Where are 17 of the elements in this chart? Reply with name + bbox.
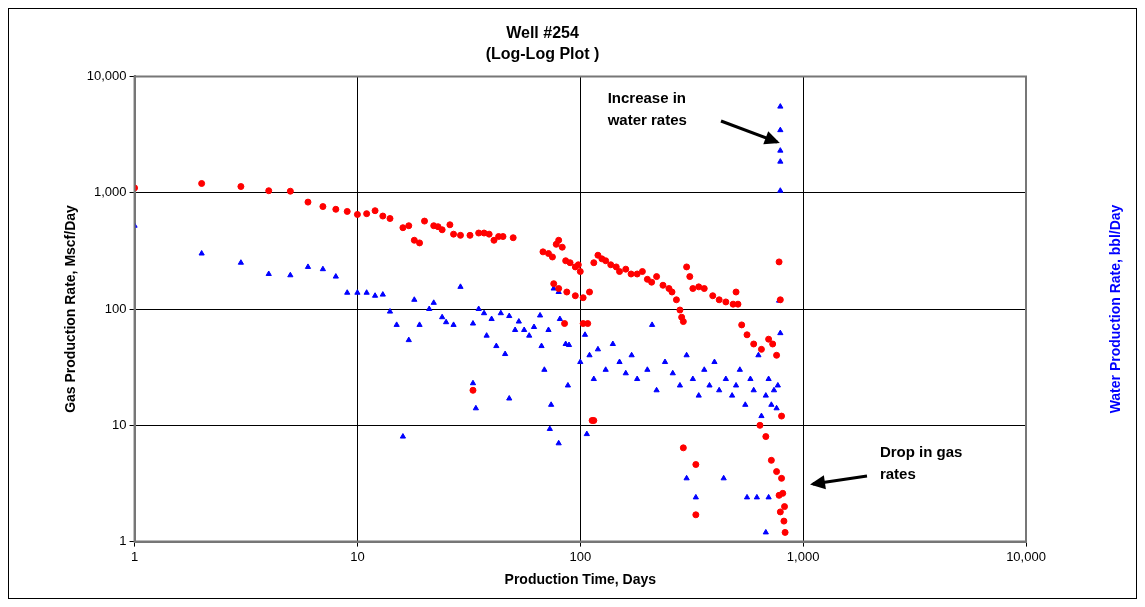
y-tick-label: 10,000 (86, 67, 127, 83)
chart-subtitle: (Log-Log Plot ) (485, 45, 600, 63)
y-tick-label: 1,000 (94, 184, 127, 200)
y-tick-label: 100 (104, 300, 127, 316)
annotation: Increase in water rates (606, 88, 687, 128)
x-tick-label: 1 (130, 548, 139, 564)
y-tick-label: 10 (112, 416, 127, 432)
x-tick-label: 100 (569, 548, 592, 564)
chart-title: Well #254 (506, 24, 579, 42)
y-tick-label: 1 (119, 533, 127, 549)
y2-axis-title: Water Production Rate, bbl/Day (1106, 204, 1123, 414)
x-axis-title: Production Time, Days (504, 571, 657, 588)
y-axis-title: Gas Production Rate, Mscf/Day (62, 204, 79, 413)
x-tick-label: 10 (350, 548, 365, 564)
x-tick-label: 10,000 (1006, 548, 1046, 564)
x-tick-label: 1,000 (786, 548, 820, 564)
annotation: Drop in gas rates (879, 443, 963, 483)
